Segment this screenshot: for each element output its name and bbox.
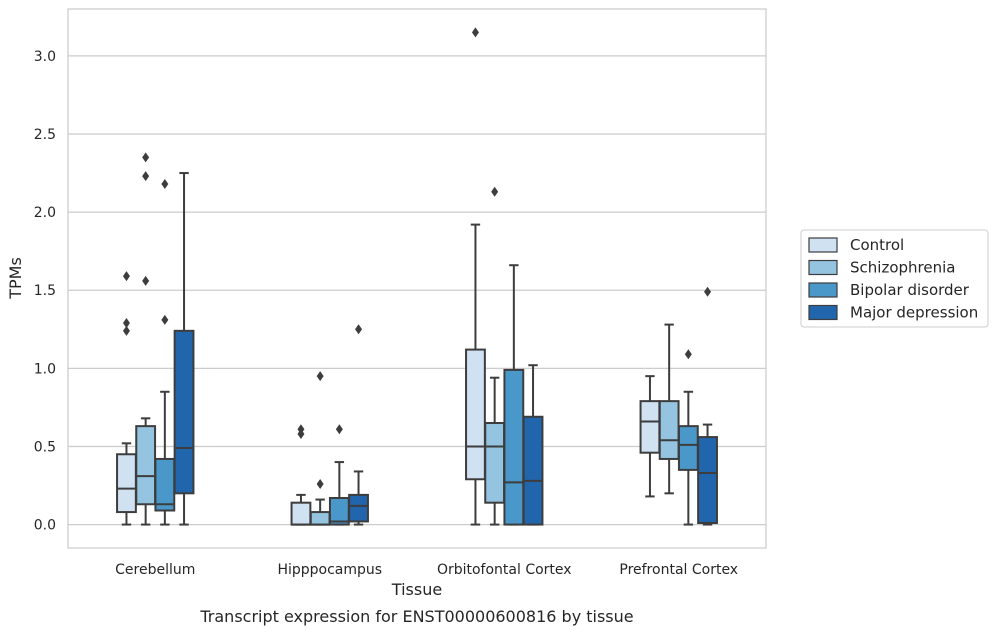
box-body [116,453,137,514]
legend-label: Control [850,236,904,254]
legend-swatch [808,282,838,298]
box-4-1 [173,172,195,526]
box-3-4 [677,349,699,526]
box-4-4 [697,286,718,526]
box-body [503,368,525,526]
legend-label: Bipolar disorder [850,281,970,299]
box-4-2 [348,324,369,526]
box-1-2 [290,424,312,526]
box-body [697,436,718,525]
outlier-point [122,325,130,336]
outlier-point [161,178,169,189]
outlier-point [335,424,343,435]
y-tick-label: 3.0 [34,49,56,65]
box-1-1 [116,271,137,526]
box-body [290,501,312,526]
box-3-2 [328,424,350,526]
outlier-point [316,371,324,382]
y-tick-label: 2.0 [34,205,56,221]
box-2-4 [658,323,680,495]
box-body [639,400,661,454]
x-tick-label: Cerebellum [115,562,195,578]
outlier-point [704,286,712,297]
plot-frame [67,8,767,549]
y-axis-label: TPMs [6,257,25,300]
box-body [348,493,369,523]
box-1-3 [465,27,486,526]
box-body [309,511,331,526]
legend-items: Control Schizophrenia Bipolar disorder Majo… [808,236,978,322]
x-tick-label: Hipppocampus [277,562,382,578]
box-3-1 [154,178,176,526]
y-tick-label: 1.5 [34,283,56,299]
box-body [484,422,506,504]
box-plot-series [116,27,718,526]
y-tick-label: 0.5 [34,439,56,455]
outlier-point [142,152,150,163]
legend: Control Schizophrenia Bipolar disorder Majo… [800,229,989,328]
box-body [154,457,176,512]
x-axis-label: Tissue [391,580,442,599]
box-1-4 [639,375,661,498]
outlier-point [471,27,479,38]
box-body [522,415,544,526]
legend-swatch [808,237,838,253]
box-4-3 [522,364,544,526]
x-tick-label: Prefrontal Cortex [619,562,738,578]
outlier-point [297,428,305,439]
box-2-2 [309,371,331,526]
legend-frame [800,229,989,328]
legend-label: Major depression [850,304,978,322]
legend-swatch [808,259,838,276]
outlier-point [142,275,150,286]
x-tick-label: Orbitofontal Cortex [437,562,572,578]
chart-caption: Transcript expression for ENST0000060081… [199,607,633,626]
y-tick-label: 0.0 [34,518,56,534]
outlier-point [122,318,130,329]
box-body [135,425,157,506]
box-body [173,329,195,495]
box-body [465,348,486,481]
box-body [677,425,699,471]
box-3-3 [503,264,525,526]
box-body [658,400,680,460]
outlier-point [355,324,363,335]
y-tick-labels: 0.0 0.5 1.0 1.5 2.0 2.5 3.0 [34,49,56,534]
box-2-3 [484,186,506,526]
outlier-point [122,271,130,282]
x-tick-labels: Cerebellum Hipppocampus Orbitofontal Corte… [115,562,738,578]
y-tick-label: 2.5 [34,127,56,143]
legend-swatch [808,304,838,321]
outlier-point [316,478,324,489]
y-tick-label: 1.0 [34,361,56,377]
box-2-1 [135,152,157,526]
outlier-point [491,186,499,197]
legend-label: Schizophrenia [850,259,955,277]
outlier-point [684,349,692,360]
outlier-point [161,314,169,325]
outlier-point [142,171,150,182]
